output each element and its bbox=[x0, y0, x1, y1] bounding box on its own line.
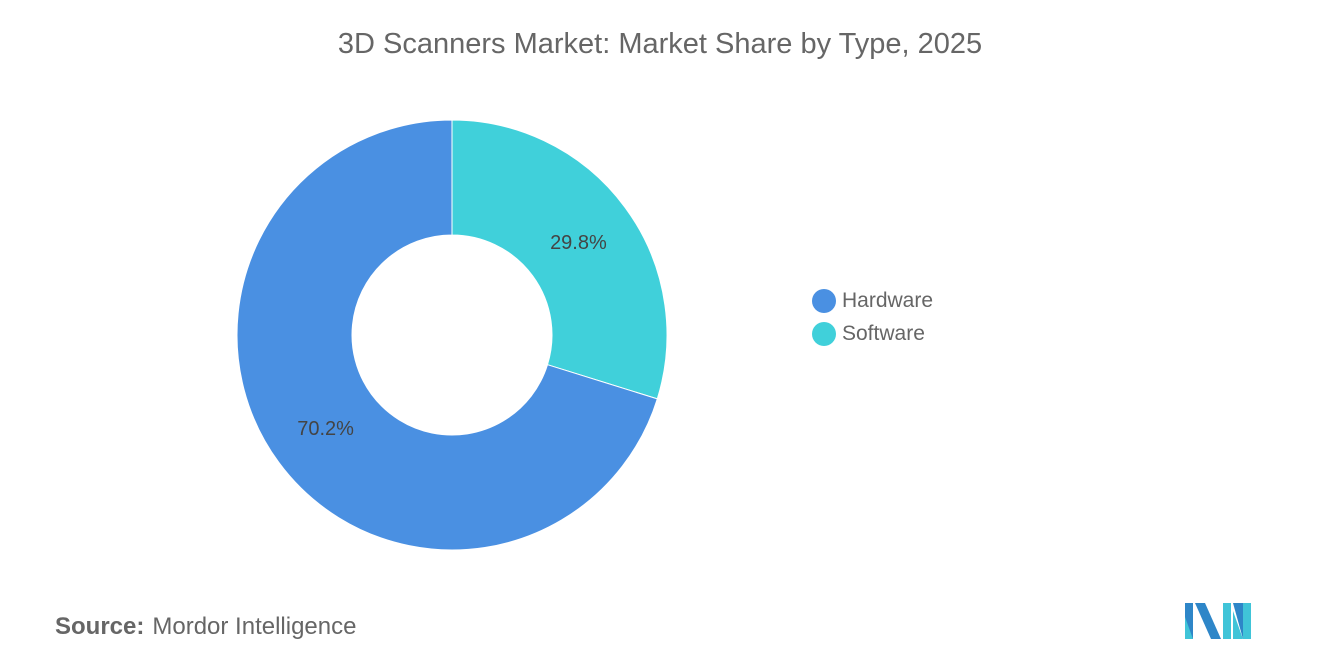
chart-title: 3D Scanners Market: Market Share by Type… bbox=[337, 28, 983, 60]
slice-software[interactable] bbox=[451, 119, 668, 400]
source-text: Mordor Intelligence bbox=[152, 613, 357, 640]
legend-label: Hardware bbox=[842, 288, 934, 312]
legend-label: Software bbox=[842, 321, 925, 345]
data-label-software: 29.8% bbox=[550, 232, 607, 254]
legend-swatch-software bbox=[812, 321, 836, 346]
legend-swatch-hardware bbox=[812, 288, 836, 313]
slice-hardware[interactable] bbox=[236, 119, 658, 551]
mordor-logo-icon bbox=[1185, 603, 1251, 639]
legend: Hardware Software bbox=[812, 284, 933, 350]
legend-item-hardware[interactable]: Hardware bbox=[812, 284, 933, 317]
source-label: Source: bbox=[55, 613, 145, 640]
data-label-hardware: 70.2% bbox=[297, 418, 354, 440]
legend-item-software[interactable]: Software bbox=[812, 317, 933, 350]
source-note: Source: Mordor Intelligence bbox=[55, 613, 356, 641]
